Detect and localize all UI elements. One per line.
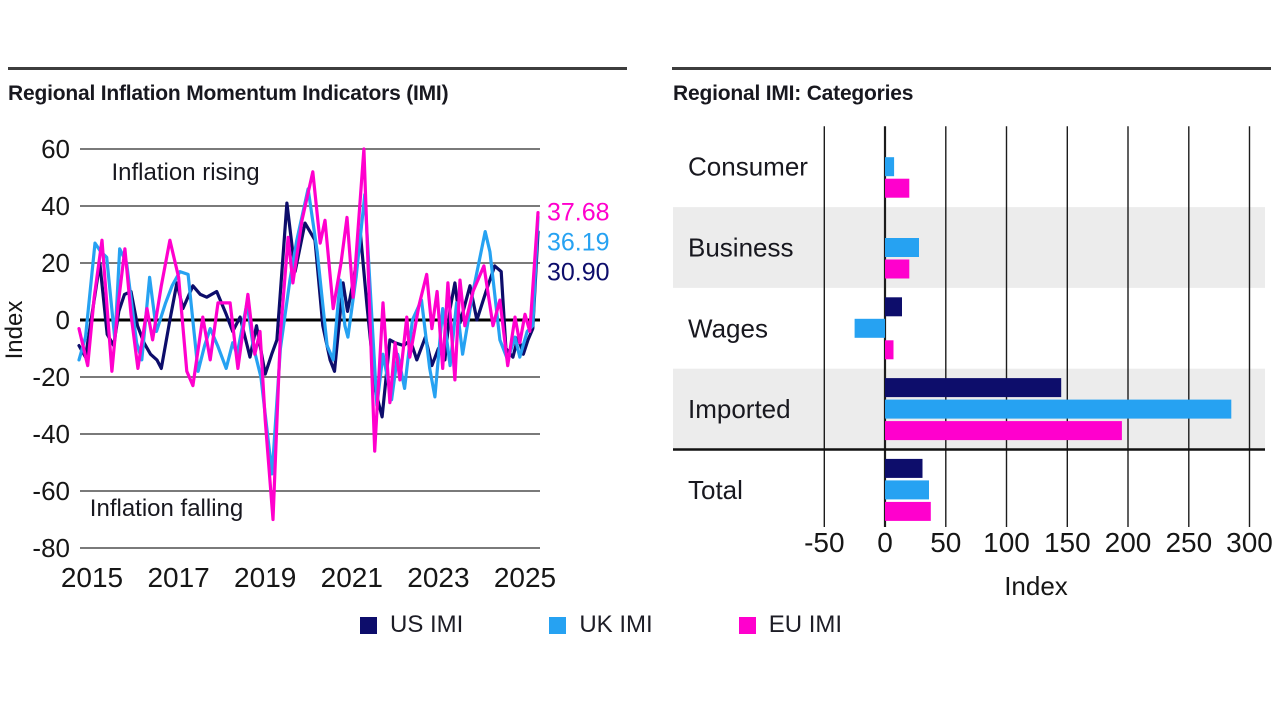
y-tick-label: -60 [32,476,70,506]
bar-imported-uk-imi [885,399,1232,419]
left-panel-top-rule [8,67,627,70]
y-tick-label: 0 [56,305,70,335]
x-tick-label: 150 [1044,527,1091,558]
bar-chart-category-labels: Consumer Business Wages Imported Total [688,152,808,505]
line-chart-y-tick-labels: 60 40 20 0 -20 -40 -60 -80 [32,134,70,563]
x-tick-label: 50 [930,527,961,558]
eu-imi-bars [885,178,1122,521]
category-label-business: Business [688,233,794,263]
bar-chart-x-tick-labels: -50 0 50 100 150 200 250 300 [804,527,1273,558]
x-tick-label: 2015 [61,562,123,593]
right-panel-top-rule [672,67,1271,70]
bar-consumer-eu-imi [885,178,910,198]
annotation-inflation-falling: Inflation falling [90,495,243,522]
end-label-eu-imi: 37.68 [547,199,610,227]
legend-swatch-uk-imi [549,616,567,634]
end-label-us-imi: 30.90 [547,259,610,287]
bar-consumer-uk-imi [885,157,895,177]
bar-total-eu-imi [885,501,931,521]
category-label-consumer: Consumer [688,152,808,182]
x-tick-label: 200 [1105,527,1152,558]
bar-imported-eu-imi [885,421,1122,441]
bar-wages-uk-imi [854,318,885,338]
uk-imi-bars [854,157,1232,500]
bar-wages-us-imi [885,297,902,317]
x-tick-label: 250 [1165,527,1212,558]
uk-imi-line [77,187,540,476]
x-tick-label: 2017 [147,562,209,593]
end-label-uk-imi: 36.19 [547,229,610,257]
bar-chart-title: Regional IMI: Categories [673,82,914,105]
legend: US IMI UK IMI EU IMI [360,611,842,639]
row-band-business [673,207,1265,288]
legend-item-eu-imi: EU IMI [738,611,843,639]
us-imi-bars [885,297,1062,478]
bar-chart: Consumer Business Wages Imported Total -50 0 50… [673,126,1273,601]
line-chart-title: Regional Inflation Momentum Indicators (… [8,82,449,105]
bar-total-us-imi [885,458,923,478]
y-tick-label: 20 [41,248,70,278]
category-label-imported: Imported [688,394,791,424]
y-tick-label: 60 [41,134,70,164]
legend-label: UK IMI [579,611,653,638]
legend-label: US IMI [390,611,464,638]
x-tick-label: -50 [804,527,844,558]
x-tick-label: 2019 [234,562,296,593]
bar-total-uk-imi [885,480,929,500]
x-tick-label: 0 [877,527,893,558]
x-tick-label: 2023 [407,562,469,593]
x-tick-label: 2021 [321,562,383,593]
y-tick-label: -80 [32,533,70,563]
category-label-total: Total [688,475,743,505]
bar-wages-eu-imi [885,340,894,360]
line-chart-x-tick-labels: 2015 2017 2019 2021 2023 2025 [61,562,556,593]
x-tick-label: 300 [1226,527,1273,558]
legend-label: EU IMI [768,611,843,638]
line-chart-y-axis-label: Index [1,301,28,360]
us-imi-line [77,201,540,419]
x-tick-label: 100 [983,527,1030,558]
y-tick-label: -20 [32,362,70,392]
legend-swatch-eu-imi [738,616,756,634]
bar-business-eu-imi [885,259,910,279]
annotation-inflation-rising: Inflation rising [112,159,260,186]
bar-imported-us-imi [885,378,1062,398]
legend-item-us-imi: US IMI [360,611,463,639]
bar-business-uk-imi [885,238,919,257]
y-tick-label: 40 [41,191,70,221]
eu-imi-line [77,147,540,522]
legend-swatch-us-imi [360,616,377,634]
category-label-wages: Wages [688,313,768,343]
legend-item-uk-imi: UK IMI [549,611,653,639]
y-tick-label: -40 [32,419,70,449]
bar-chart-x-axis-label: Index [1004,571,1068,601]
x-tick-label: 2025 [494,562,556,593]
